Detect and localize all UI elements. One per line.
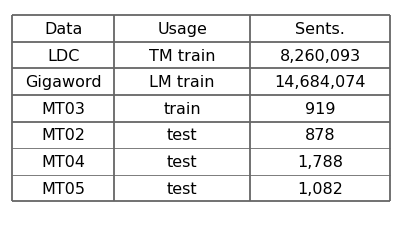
Text: MT03: MT03: [41, 101, 85, 116]
Text: test: test: [166, 128, 197, 143]
Text: LDC: LDC: [47, 48, 79, 63]
Text: 1,788: 1,788: [296, 154, 342, 169]
Text: Usage: Usage: [157, 22, 207, 37]
Text: 919: 919: [304, 101, 334, 116]
Text: Data: Data: [44, 22, 82, 37]
Text: MT05: MT05: [41, 181, 85, 196]
Text: 14,684,074: 14,684,074: [273, 75, 365, 90]
Text: 878: 878: [304, 128, 334, 143]
Text: LM train: LM train: [149, 75, 214, 90]
Text: test: test: [166, 154, 197, 169]
Text: train: train: [163, 101, 200, 116]
Text: TM train: TM train: [148, 48, 215, 63]
Text: test: test: [166, 181, 197, 196]
Text: Gigaword: Gigaword: [25, 75, 101, 90]
Text: 8,260,093: 8,260,093: [279, 48, 360, 63]
Text: Sents.: Sents.: [294, 22, 344, 37]
Text: 1,082: 1,082: [296, 181, 342, 196]
Text: MT04: MT04: [41, 154, 85, 169]
Text: MT02: MT02: [41, 128, 85, 143]
